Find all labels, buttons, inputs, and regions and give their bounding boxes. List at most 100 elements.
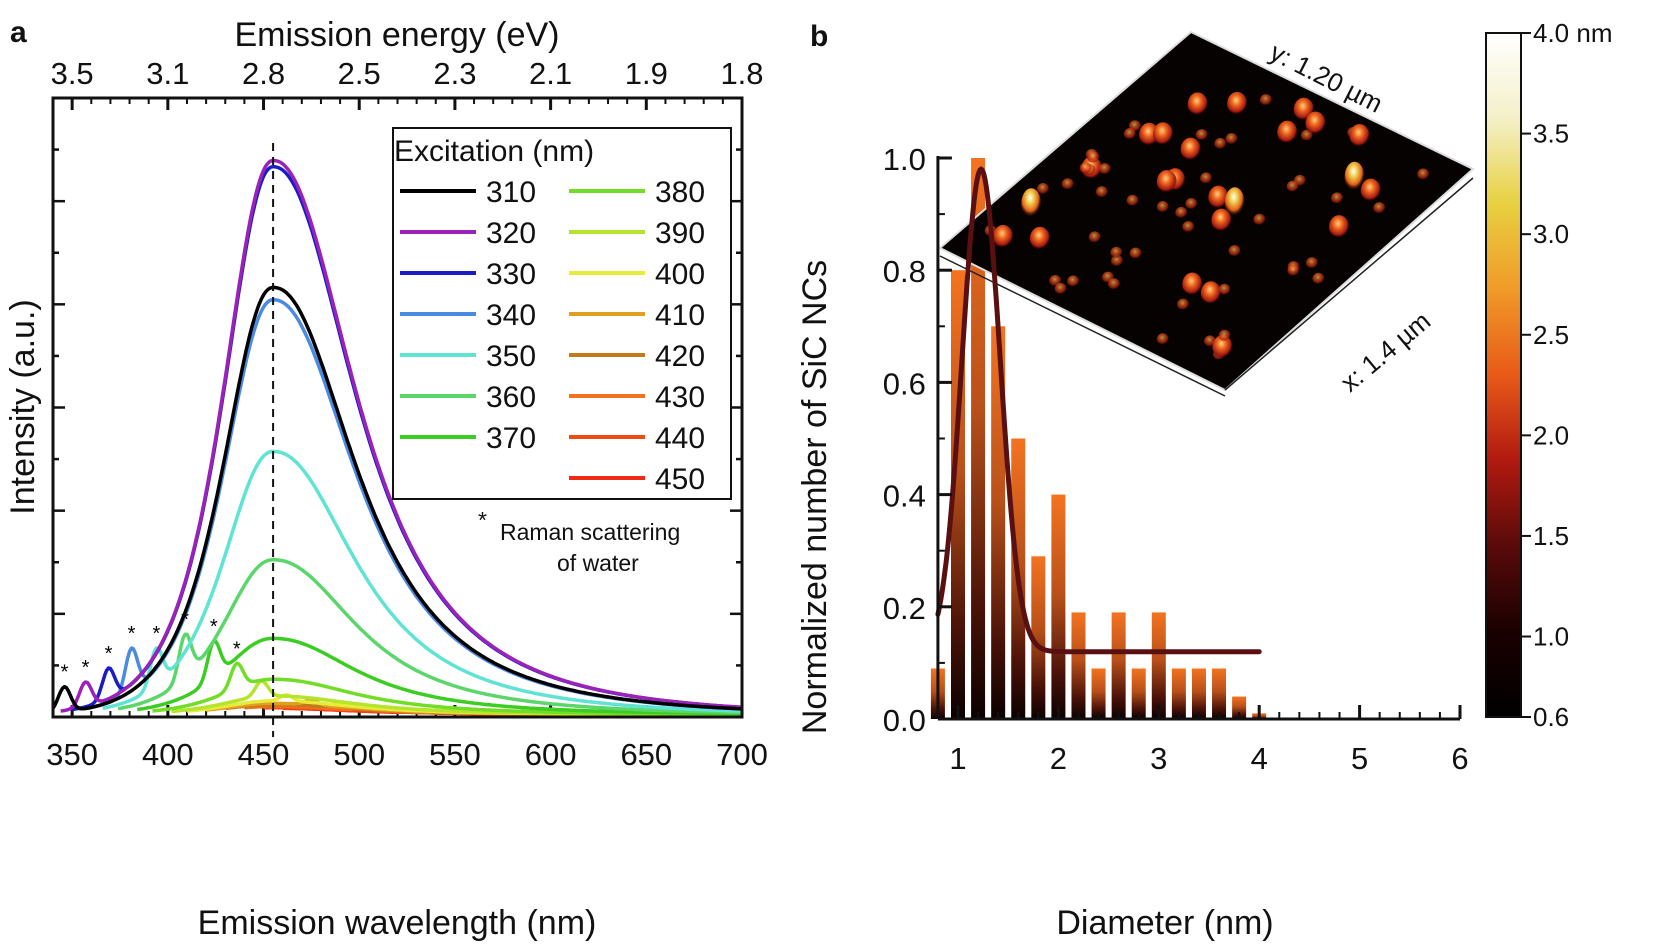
raman-marker: * [61,662,69,684]
histogram-bar [1051,494,1066,719]
histogram-bar [1091,668,1106,719]
top-tick-label: 1.9 [625,56,668,91]
afm-surface [938,30,1475,392]
afm-particle [1156,333,1169,346]
legend-label-440: 440 [655,422,705,455]
x-tick-label-b: 1 [949,741,966,776]
panel-b-size-distribution: Diameter (nm) Normalized number of SiC N… [796,18,1613,942]
afm-particle-tall [1021,188,1042,221]
legend: Excitation (nm) 310 320 330 340 350 360 370 380… [392,127,732,500]
raman-marker: * [82,657,90,679]
afm-particle [1156,201,1169,214]
top-tick-label: 1.8 [720,56,763,91]
legend-label-380: 380 [655,176,705,209]
panel-label-b: b [810,20,828,53]
histogram-bar [1232,696,1247,719]
legend-label-330: 330 [486,258,536,291]
top-tick-label: 2.3 [433,56,476,91]
afm-particle [1098,163,1111,176]
afm-particle [1182,272,1203,297]
legend-label-310: 310 [486,176,536,209]
x-tick-label-b: 5 [1351,741,1368,776]
afm-particle [1187,92,1208,117]
afm-particle [1208,185,1229,210]
legend-label-410: 410 [655,299,705,332]
afm-particle [1200,172,1213,185]
y-tick-label-b: 1.0 [883,142,926,177]
legend-label-400: 400 [655,258,705,291]
afm-particle [1129,247,1142,260]
afm-particle [993,224,1014,249]
colorbar-tick-label: 4.0 nm [1533,18,1613,48]
afm-particle [1417,168,1430,181]
x-tick-label: 500 [333,737,385,772]
colorbar-tick-label: 1.0 [1533,622,1569,652]
histogram-bar [971,158,986,719]
histogram-bar [1111,612,1126,719]
afm-particle-tall [1344,161,1365,194]
y-axis-label-b: Normalized number of SiC NCs [796,260,834,734]
afm-particle [1054,282,1067,295]
spectra-curves [51,158,743,717]
afm-particle [1211,208,1232,233]
annotation-marker: * [478,507,487,533]
histogram-bar [1171,668,1186,719]
colorbar-tick-label: 3.5 [1533,119,1569,149]
histogram-bar [1151,612,1166,719]
afm-particle [1373,202,1386,215]
afm-particle [1212,335,1233,360]
plot-frame-a [51,96,744,719]
top-tick-label: 3.1 [146,56,189,91]
x-axis-label-b: Diameter (nm) [1056,904,1273,942]
afm-particle-tall [1224,187,1245,220]
histogram-bar [991,326,1006,719]
afm-particle [1088,231,1101,244]
afm-particle [1087,151,1100,164]
afm-particle [1331,192,1344,205]
colorbar-tick-label: 2.5 [1533,320,1569,350]
raman-marker: * [152,623,160,645]
histogram-bar [1131,668,1146,719]
histogram-bar [1071,612,1086,719]
spectrum-350 [102,449,743,713]
afm-particle [1180,137,1201,162]
top-tick-label: 2.5 [338,56,381,91]
spectrum-310 [51,285,743,711]
panel-a-emission-spectra: Emission energy (eV) Emission wavelength… [4,16,768,942]
y-tick-label-b: 0.4 [883,479,926,514]
afm-x-axis [1224,177,1474,391]
raman-marker: * [210,616,218,638]
panel-label-a: a [10,16,27,49]
x-tick-label: 650 [620,737,672,772]
afm-particle [1312,272,1325,285]
afm-particle [1061,178,1074,191]
afm-particle [1253,213,1266,226]
x-tick-label: 400 [142,737,194,772]
colorbar-tick-label: 0.6 [1533,702,1569,732]
top-axis-label: Emission energy (eV) [234,16,559,54]
x-tick-label-b: 2 [1050,741,1067,776]
y-axis-label: Intensity (a.u.) [4,299,42,514]
afm-particle [1110,246,1123,259]
afm-particle [1029,226,1050,251]
spectrum-320 [60,158,743,713]
afm-particle [1228,245,1241,258]
afm-particle [1287,264,1300,277]
x-tick-label: 550 [429,737,481,772]
colorbar-tick-label: 1.5 [1533,521,1569,551]
histogram-bar [1191,668,1206,719]
y-tick-label-b: 0.6 [883,366,926,401]
x-tick-label: 700 [716,737,768,772]
colorbar-tick-label: 3.0 [1533,219,1569,249]
afm-particle [1156,169,1177,194]
top-tick-label: 2.8 [242,56,285,91]
afm-particle [1214,137,1227,150]
legend-label-340: 340 [486,299,536,332]
afm-particle [1067,275,1080,288]
afm-particle [1200,281,1221,306]
afm-particle [1225,133,1238,146]
afm-particle [1108,278,1121,291]
y-tick-label-b: 0.0 [883,703,926,738]
histogram-bars [930,158,1267,719]
